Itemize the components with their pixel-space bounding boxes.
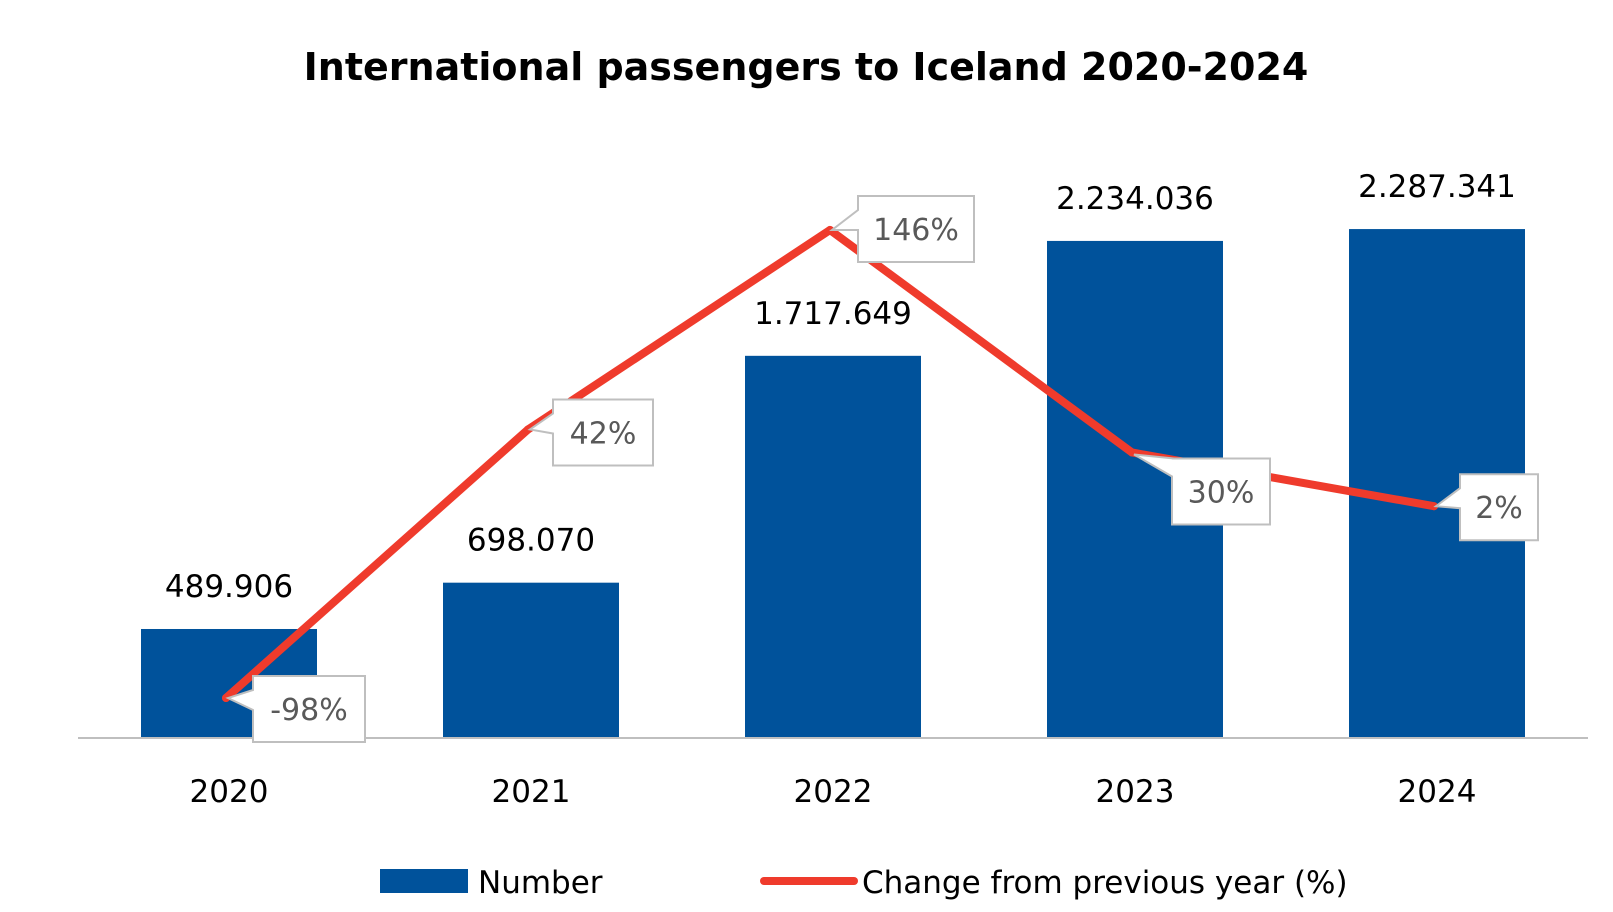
callouts-group: -98% 42% 146% 30% 2% — [225, 195, 1539, 743]
callout-box-2022 — [829, 195, 975, 263]
bar-2022 — [745, 355, 921, 738]
bar-label-2024: 2.287.341 — [1358, 169, 1516, 205]
x-ticks-group: 2020 2021 2022 2023 2024 — [190, 774, 1477, 810]
callout-box-2021 — [527, 398, 654, 467]
bars-group — [141, 229, 1525, 738]
callout-box-2023 — [1133, 453, 1271, 526]
bar-2021 — [443, 582, 619, 738]
x-tick-2024: 2024 — [1398, 774, 1477, 810]
legend-label-number: Number — [478, 865, 603, 901]
callout-box-2024 — [1433, 473, 1539, 542]
change-label-2023: 30% — [1188, 475, 1255, 510]
bar-label-2021: 698.070 — [467, 523, 595, 559]
change-point-2022 — [826, 226, 834, 234]
x-tick-2021: 2021 — [492, 774, 571, 810]
change-label-2020: -98% — [270, 693, 348, 728]
bar-labels-group: 489.906 698.070 1.717.649 2.234.036 2.287.34… — [165, 169, 1516, 605]
legend-label-change: Change from previous year (%) — [862, 865, 1348, 901]
legend-swatch-number — [380, 869, 468, 893]
callout-box-2020 — [225, 675, 366, 743]
bar-label-2020: 489.906 — [165, 569, 293, 605]
x-tick-2023: 2023 — [1096, 774, 1175, 810]
change-point-2024 — [1430, 502, 1438, 511]
bar-label-2022: 1.717.649 — [754, 296, 912, 332]
change-label-2022: 146% — [873, 213, 959, 248]
chart-title: International passengers to Iceland 2020… — [304, 45, 1309, 89]
change-label-2021: 42% — [570, 416, 637, 451]
bar-label-2023: 2.234.036 — [1056, 181, 1214, 217]
change-point-2021 — [524, 425, 532, 434]
x-tick-2020: 2020 — [190, 774, 269, 810]
change-label-2024: 2% — [1475, 491, 1523, 526]
x-tick-2022: 2022 — [794, 774, 873, 810]
legend: Number Change from previous year (%) — [380, 865, 1348, 901]
